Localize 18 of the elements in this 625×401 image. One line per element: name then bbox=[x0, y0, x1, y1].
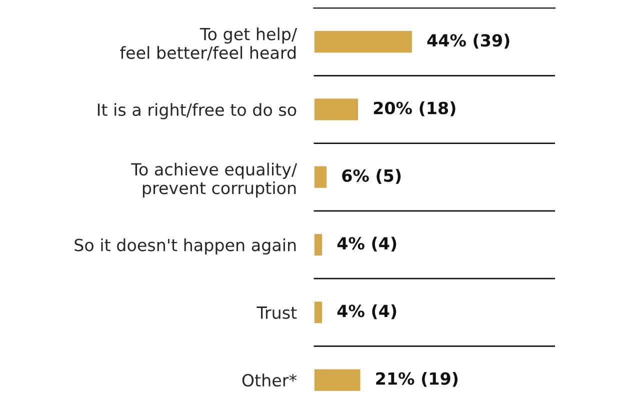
y-tick-label: Other* bbox=[242, 374, 297, 387]
data-label: 21% (19) bbox=[376, 372, 458, 387]
data-label: 6% (5) bbox=[342, 169, 401, 184]
y-tick-label: It is a right/free to do so bbox=[98, 103, 296, 120]
y-tick-label: To get help/ feel better/feel heard bbox=[120, 27, 298, 60]
y-tick-label: So it doesn't happen again bbox=[74, 238, 296, 255]
bar bbox=[314, 368, 362, 392]
y-tick-label: Trust bbox=[256, 306, 297, 319]
bar bbox=[314, 164, 328, 190]
bar bbox=[314, 300, 324, 325]
data-label: 20% (18) bbox=[374, 101, 456, 116]
bar bbox=[314, 232, 324, 257]
data-label: 4% (4) bbox=[337, 236, 396, 252]
bar bbox=[314, 97, 360, 122]
data-label: 4% (4) bbox=[337, 304, 396, 320]
data-label: 44% (39) bbox=[427, 34, 510, 49]
y-tick-label: To achieve equality/ prevent corruption bbox=[131, 162, 298, 198]
bar bbox=[314, 30, 414, 54]
